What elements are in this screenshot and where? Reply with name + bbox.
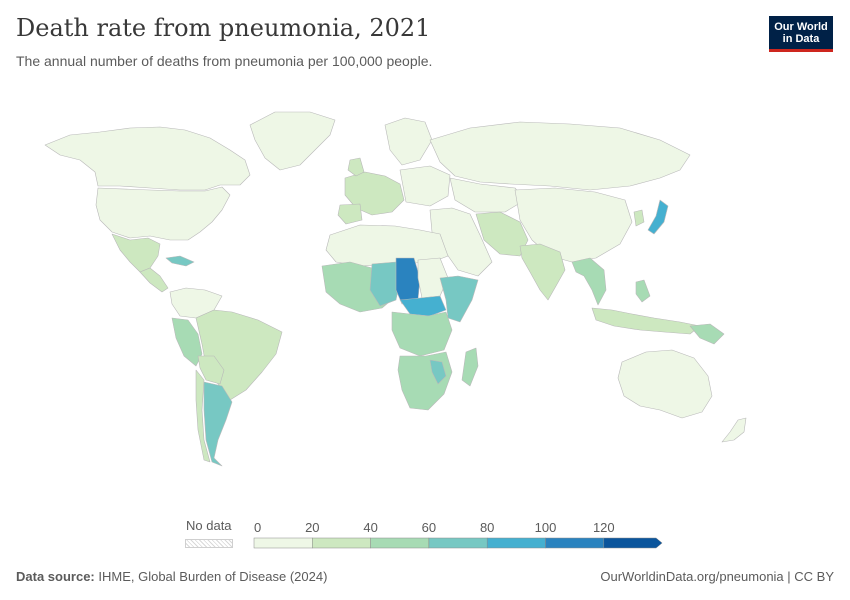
chart-title: Death rate from pneumonia, 2021 <box>16 14 431 42</box>
legend-tick-60: 60 <box>422 520 436 535</box>
region-new-zealand[interactable] <box>721 417 747 443</box>
legend-scale: 0 20 40 60 80 100 120 <box>253 520 663 549</box>
legend: No data 0 20 40 60 80 100 120 <box>0 515 850 555</box>
region-philippines[interactable] <box>635 279 651 303</box>
legend-bin-20-40[interactable] <box>312 537 371 549</box>
region-australia[interactable] <box>617 349 713 419</box>
legend-bin-100-120[interactable] <box>545 537 605 549</box>
legend-tick-0: 0 <box>254 520 261 535</box>
region-usa[interactable] <box>95 186 231 241</box>
legend-bin-120-140[interactable] <box>603 537 663 549</box>
region-scandinavia[interactable] <box>384 117 433 166</box>
region-uk-ireland[interactable] <box>347 157 365 177</box>
region-papua-new-guinea[interactable] <box>689 323 725 345</box>
region-indonesia[interactable] <box>591 307 701 335</box>
legend-tick-20: 20 <box>305 520 319 535</box>
region-mozambique[interactable] <box>429 359 447 385</box>
region-central-asia[interactable] <box>449 177 526 213</box>
footer-source-label: Data source: <box>16 569 95 584</box>
footer-attribution[interactable]: OurWorldinData.org/pneumonia | CC BY <box>600 569 834 584</box>
legend-bin-0-20[interactable] <box>253 537 313 549</box>
region-caribbean[interactable] <box>165 255 195 267</box>
region-argentina[interactable] <box>203 381 233 467</box>
legend-bin-60-80[interactable] <box>428 537 488 549</box>
legend-tick-40: 40 <box>363 520 377 535</box>
region-eastern-europe[interactable] <box>399 165 451 207</box>
legend-bin-40-60[interactable] <box>370 537 430 549</box>
footer-source-text[interactable]: IHME, Global Burden of Disease (2024) <box>98 569 328 584</box>
region-southern-africa[interactable] <box>397 351 453 411</box>
region-congo-basin[interactable] <box>391 311 453 357</box>
region-japan[interactable] <box>647 199 669 235</box>
legend-no-data-swatch <box>185 539 233 548</box>
region-korea[interactable] <box>633 209 645 227</box>
owid-logo[interactable]: Our World in Data <box>769 16 833 52</box>
region-southeast-asia[interactable] <box>571 257 607 306</box>
region-iberia[interactable] <box>337 203 363 225</box>
region-bolivia-paraguay[interactable] <box>197 355 225 385</box>
world-map[interactable] <box>0 95 850 505</box>
legend-tick-100: 100 <box>535 520 557 535</box>
legend-tick-80: 80 <box>480 520 494 535</box>
logo-line-2: in Data <box>782 33 820 45</box>
region-greenland[interactable] <box>249 111 336 171</box>
region-mexico[interactable] <box>111 233 161 273</box>
legend-tick-120: 120 <box>593 520 615 535</box>
world-map-svg <box>44 111 747 467</box>
logo-line-1: Our World <box>774 21 828 33</box>
legend-no-data-label: No data <box>186 518 232 533</box>
region-china-mongolia[interactable] <box>514 187 633 263</box>
region-russia[interactable] <box>429 121 691 191</box>
region-canada-alaska[interactable] <box>44 126 251 191</box>
region-central-america[interactable] <box>139 267 169 293</box>
region-chile[interactable] <box>195 369 211 463</box>
region-madagascar[interactable] <box>461 347 479 387</box>
chart-subtitle: The annual number of deaths from pneumon… <box>16 53 433 69</box>
region-chad[interactable] <box>395 257 421 305</box>
legend-bin-80-100[interactable] <box>486 537 546 549</box>
region-horn-of-africa[interactable] <box>439 275 479 323</box>
region-india[interactable] <box>519 243 566 301</box>
footer-source: Data source: IHME, Global Burden of Dise… <box>16 569 327 584</box>
